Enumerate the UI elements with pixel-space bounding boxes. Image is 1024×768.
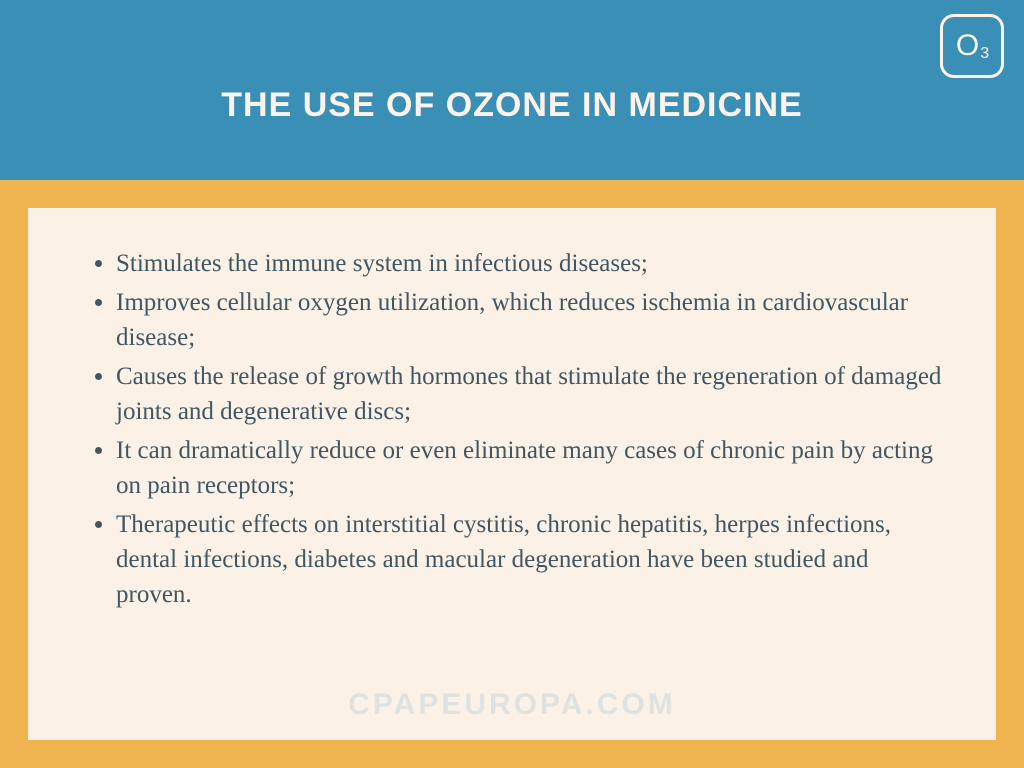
- bullet-list: Stimulates the immune system in infectio…: [76, 246, 948, 612]
- ozone-icon-subscript: 3: [980, 45, 989, 63]
- list-item: Causes the release of growth hormones th…: [116, 359, 948, 429]
- ozone-icon: O 3: [940, 14, 1004, 78]
- body-frame: Stimulates the immune system in infectio…: [0, 180, 1024, 768]
- list-item: It can dramatically reduce or even elimi…: [116, 433, 948, 503]
- ozone-icon-letter: O: [956, 29, 979, 63]
- list-item: Improves cellular oxygen utilization, wh…: [116, 285, 948, 355]
- content-box: Stimulates the immune system in infectio…: [28, 208, 996, 740]
- page-title: THE USE OF OZONE IN MEDICINE: [221, 86, 802, 125]
- header-section: O 3 THE USE OF OZONE IN MEDICINE: [0, 0, 1024, 180]
- watermark: CPAPEUROPA.COM: [28, 688, 996, 722]
- list-item: Stimulates the immune system in infectio…: [116, 246, 948, 281]
- list-item: Therapeutic effects on interstitial cyst…: [116, 507, 948, 612]
